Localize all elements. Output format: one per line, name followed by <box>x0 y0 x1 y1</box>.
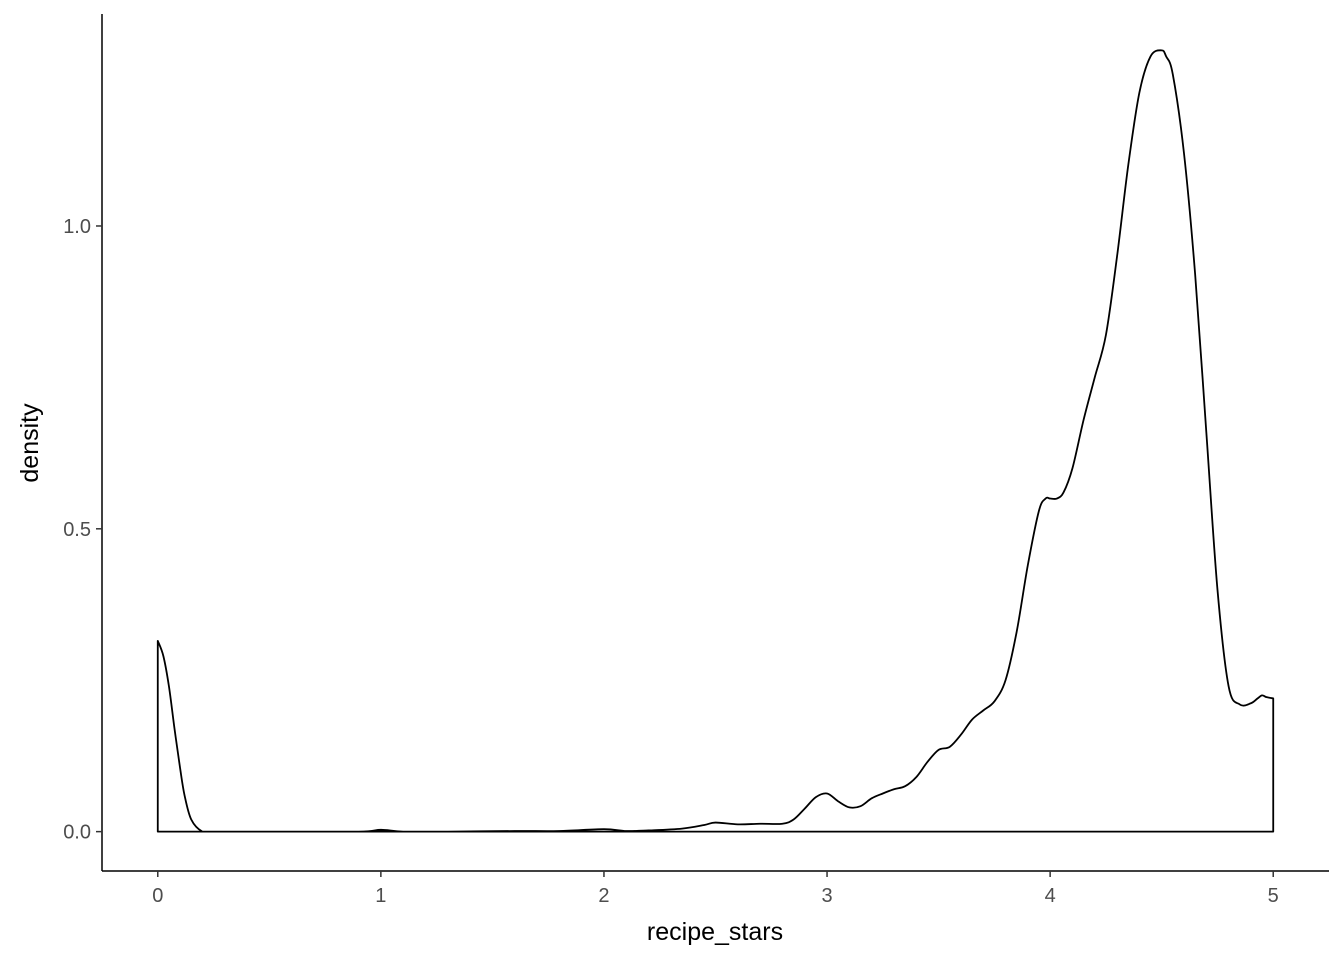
x-tick-label: 2 <box>598 885 609 907</box>
x-tick-label: 5 <box>1268 885 1279 907</box>
y-tick-label: 0.0 <box>63 822 91 844</box>
density-curve <box>156 49 1275 833</box>
x-tick-label: 1 <box>375 885 386 907</box>
y-axis-title: density <box>16 403 44 483</box>
x-tick-label: 3 <box>821 885 832 907</box>
y-ticks: 0.0 0.5 1.0 <box>63 216 102 844</box>
y-tick-label: 1.0 <box>63 216 91 238</box>
x-ticks: 0 1 2 3 4 5 <box>152 871 1279 907</box>
x-axis-title: recipe_stars <box>647 918 783 946</box>
x-tick-label: 0 <box>152 885 163 907</box>
x-tick-label: 4 <box>1045 885 1056 907</box>
y-tick-label: 0.5 <box>63 519 91 541</box>
